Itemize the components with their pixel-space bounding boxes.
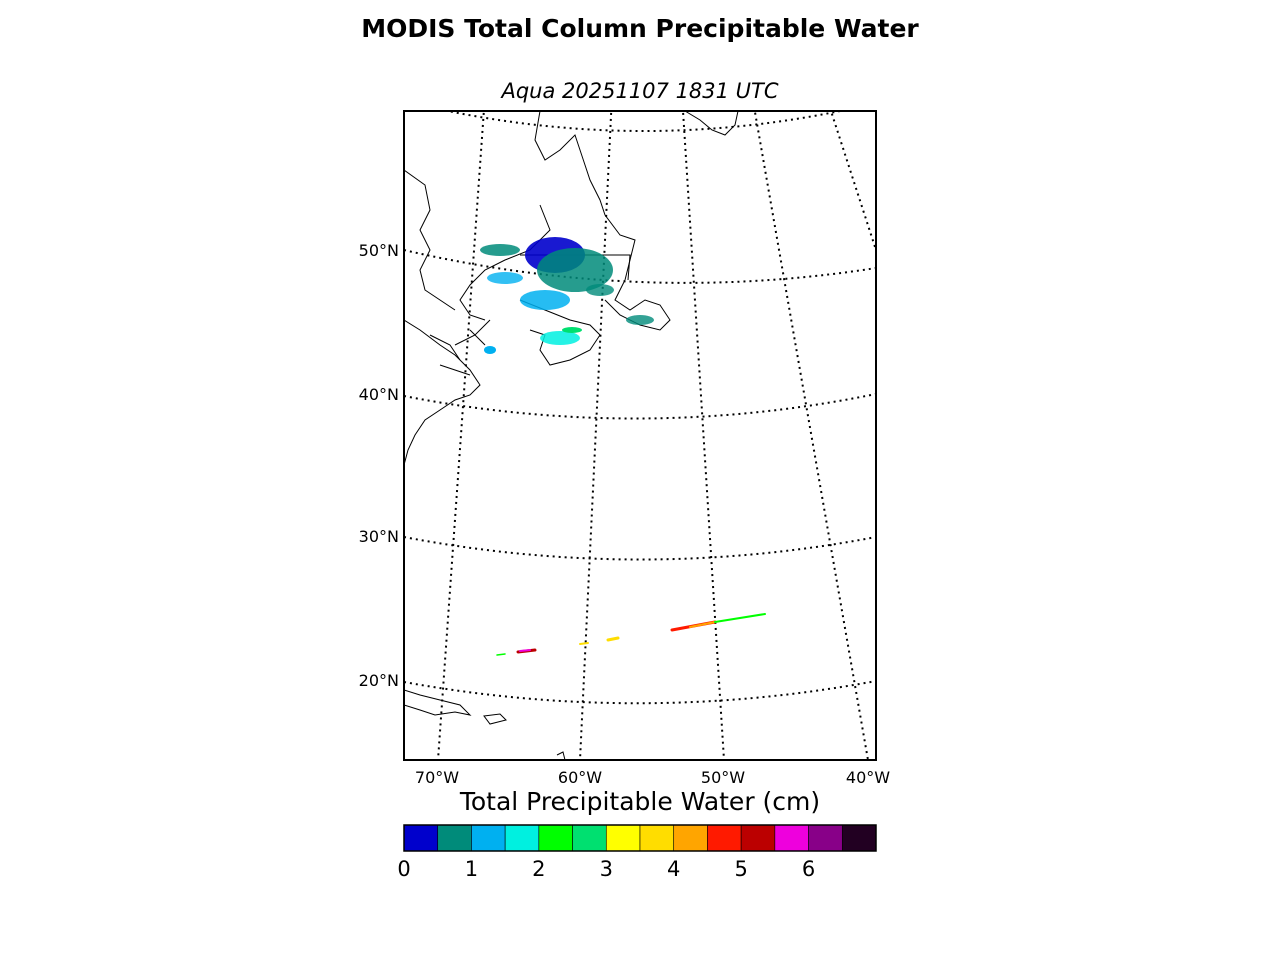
coastline-nova-scotia bbox=[519, 299, 601, 366]
coastline-labrador bbox=[534, 111, 636, 281]
colorbar-tick-5: 5 bbox=[734, 857, 747, 881]
lat-label-40n: 40°N bbox=[359, 385, 399, 404]
coastline-caribbean bbox=[404, 689, 472, 716]
swath-segment-yellow-2 bbox=[579, 642, 589, 645]
longitude-labels: 70°W 60°W 50°W 40°W bbox=[415, 768, 890, 787]
coastlines bbox=[404, 111, 739, 760]
colorbar-swatch-13 bbox=[841, 824, 877, 852]
lon-label-50w: 50°W bbox=[701, 768, 745, 787]
swath-segment-green-small bbox=[496, 653, 506, 656]
colorbar-tick-3: 3 bbox=[600, 857, 613, 881]
map-frame bbox=[403, 110, 877, 761]
colorbar-swatch-3 bbox=[504, 824, 540, 852]
latitude-line-60n bbox=[443, 111, 845, 132]
coastline-south-island bbox=[556, 751, 566, 760]
lat-label-20n: 20°N bbox=[359, 671, 399, 690]
pw-patch-teal-1 bbox=[537, 248, 613, 292]
pw-patch-teal-4 bbox=[586, 284, 614, 296]
swath-segment-magenta bbox=[519, 649, 531, 652]
precipitable-water-data bbox=[480, 237, 654, 354]
figure-subtitle: Aqua 20251107 1831 UTC bbox=[501, 79, 779, 103]
colorbar bbox=[403, 824, 877, 852]
colorbar-swatch-9 bbox=[707, 824, 742, 852]
colorbar-swatch-12 bbox=[808, 824, 843, 852]
pw-patch-light-blue-1 bbox=[520, 290, 570, 310]
swath-segment-orange bbox=[689, 621, 716, 628]
colorbar-ticks: 0 1 2 3 4 5 6 bbox=[397, 857, 815, 881]
swath-segment-green bbox=[714, 613, 766, 623]
state-borders bbox=[429, 254, 631, 376]
colorbar-swatch-11 bbox=[774, 824, 809, 852]
colorbar-swatch-7 bbox=[639, 824, 675, 852]
latitude-line-30n bbox=[404, 536, 876, 561]
lat-label-50n: 50°N bbox=[359, 241, 399, 260]
pw-patch-teal-3 bbox=[626, 315, 654, 325]
colorbar-tick-1: 1 bbox=[465, 857, 478, 881]
colorbar-swatch-5 bbox=[572, 824, 607, 852]
colorbar-tick-6: 6 bbox=[802, 857, 815, 881]
latitude-labels: 50°N 40°N 30°N 20°N bbox=[359, 241, 399, 690]
pw-patch-teal-2 bbox=[480, 244, 520, 256]
lat-label-30n: 30°N bbox=[359, 527, 399, 546]
colorbar-tick-0: 0 bbox=[397, 857, 410, 881]
colorbar-swatch-4 bbox=[538, 824, 573, 852]
map-area bbox=[404, 111, 876, 760]
pw-patch-green bbox=[562, 327, 582, 333]
colorbar-title: Total Precipitable Water (cm) bbox=[459, 787, 821, 816]
colorbar-swatch-2 bbox=[471, 824, 506, 852]
colorbar-swatch-8 bbox=[673, 824, 708, 852]
subtropical-swath bbox=[496, 613, 766, 656]
longitude-line-60w bbox=[579, 111, 613, 760]
graticule bbox=[404, 111, 876, 760]
latitude-line-40n bbox=[404, 393, 876, 420]
coastline-gulf-st-lawrence bbox=[459, 204, 551, 321]
lon-label-70w: 70°W bbox=[415, 768, 459, 787]
coastline-hudson bbox=[404, 169, 456, 311]
latitude-line-20n bbox=[404, 680, 876, 705]
colorbar-swatch-10 bbox=[740, 824, 776, 852]
swath-segment-yellow-1 bbox=[606, 636, 620, 642]
longitude-line-40w bbox=[753, 111, 869, 760]
latitude-line-50n bbox=[404, 249, 876, 284]
pw-patch-light-blue-2 bbox=[487, 272, 523, 284]
colorbar-frame bbox=[403, 824, 877, 852]
lon-label-40w: 40°W bbox=[846, 768, 890, 787]
coastline-us-east bbox=[404, 319, 481, 466]
longitude-line-30w bbox=[829, 111, 876, 251]
coastline-greenland bbox=[684, 111, 739, 136]
pw-patch-light-blue-3 bbox=[484, 346, 496, 354]
colorbar-swatch-6 bbox=[605, 824, 641, 852]
longitude-line-70w bbox=[437, 111, 485, 760]
longitude-line-50w bbox=[682, 111, 725, 760]
figure-title: MODIS Total Column Precipitable Water bbox=[361, 14, 919, 43]
colorbar-swatch-0 bbox=[403, 824, 439, 852]
coastline-island-small bbox=[483, 713, 507, 725]
pw-patch-cyan bbox=[540, 331, 580, 345]
colorbar-tick-4: 4 bbox=[667, 857, 680, 881]
colorbar-tick-2: 2 bbox=[532, 857, 545, 881]
lon-label-60w: 60°W bbox=[558, 768, 602, 787]
colorbar-swatch-1 bbox=[437, 824, 472, 852]
